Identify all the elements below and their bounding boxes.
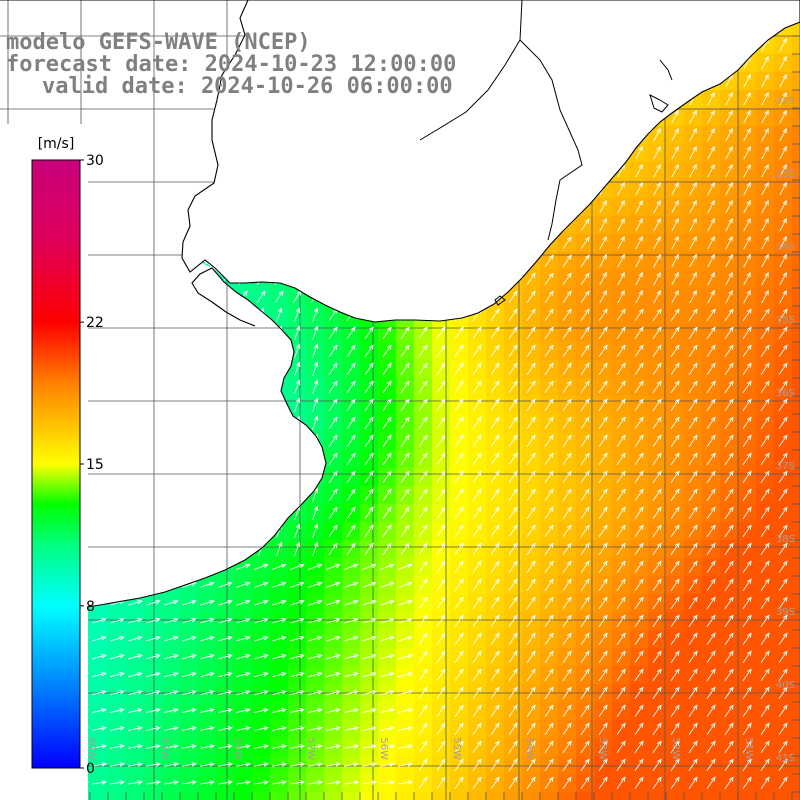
lat-label: 36S [776,388,795,399]
lon-label: 57W [305,737,316,760]
lon-label: 60W [86,737,97,760]
lat-label: 38S [776,534,795,545]
colorbar-tick-label: 30 [86,153,104,169]
lon-label: 58W [232,737,243,760]
land-uruguay-brazil [0,0,800,323]
lat-label: 34S [776,242,795,253]
title-model: modelo GEFS-WAVE (NCEP) [6,30,311,55]
lon-label: 51W [743,737,754,760]
lat-label: 40S [776,680,795,691]
title-valid-date: valid date: 2024-10-26 06:00:00 [42,74,453,99]
border-line [519,39,583,241]
colorbar-tick-label: 15 [86,457,104,473]
lon-label: 55W [451,737,462,760]
lon-label: 52W [670,737,681,760]
lat-label: 32S [776,96,795,107]
lat-label: 37S [776,461,795,472]
lat-label: 39S [776,607,795,618]
lon-label: 54W [524,737,535,760]
coastline [0,0,800,618]
lon-label: 56W [378,737,389,760]
lat-label: 35S [776,315,795,326]
colorbar-legend: [m/s] 30 22 15 8 0 [0,124,104,800]
lon-label: 53W [597,737,608,760]
lat-label: 41S [776,753,795,764]
title-forecast-date: forecast date: 2024-10-23 12:00:00 [6,52,457,77]
colorbar-unit: [m/s] [38,136,75,152]
longitude-labels: 61W60W59W58W57W56W55W54W53W52W51W [13,737,754,760]
coastline-south [0,267,327,618]
latitude-labels: 32S 33S 34S 35S 36S 37S 38S 39S 40S 41S [776,96,795,764]
lat-label: 33S [776,169,795,180]
colorbar-tick-label: 22 [86,315,104,331]
colorbar-tick-label: 0 [86,761,95,777]
colorbar-tick-label: 8 [86,599,95,615]
colorbar-gradient [31,159,81,769]
lon-label: 59W [159,737,170,760]
